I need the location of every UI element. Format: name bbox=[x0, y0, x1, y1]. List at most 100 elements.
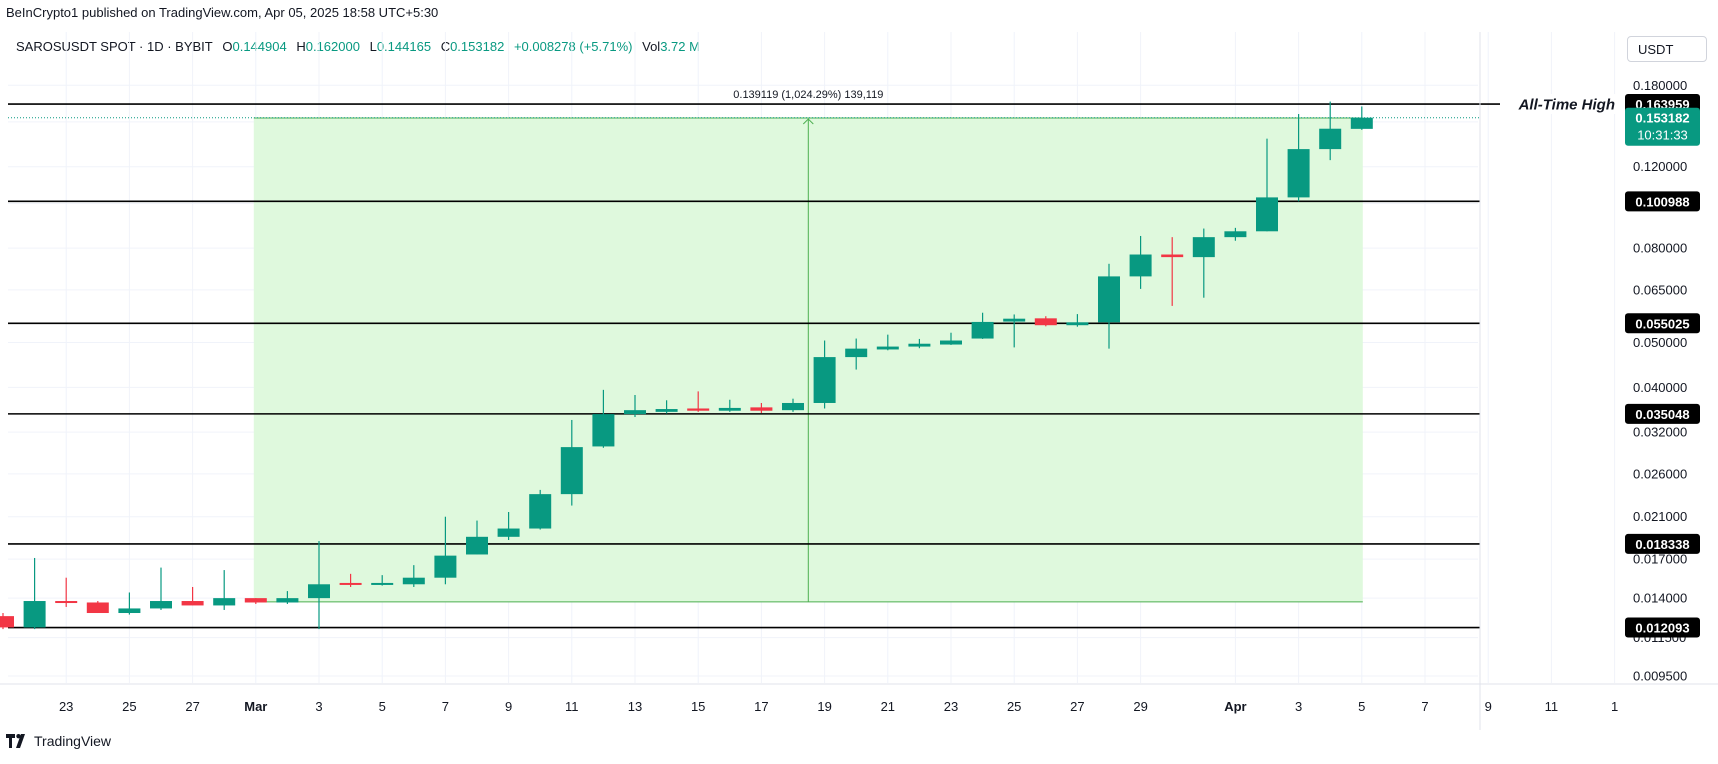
candle[interactable] bbox=[86, 601, 109, 614]
candle[interactable] bbox=[434, 516, 457, 585]
candle-body bbox=[940, 340, 962, 345]
candle[interactable] bbox=[150, 567, 172, 610]
open-label: O bbox=[222, 39, 233, 54]
x-tick-label: 19 bbox=[817, 699, 831, 714]
candle[interactable] bbox=[402, 565, 425, 587]
brand-name: TradingView bbox=[34, 733, 112, 749]
candle[interactable] bbox=[1066, 314, 1089, 327]
candle[interactable] bbox=[940, 332, 962, 345]
candle-body bbox=[560, 447, 583, 495]
candle[interactable] bbox=[308, 541, 330, 630]
tradingview-icon bbox=[6, 734, 25, 748]
y-tick-label: 0.021000 bbox=[1633, 509, 1687, 524]
candle[interactable] bbox=[55, 577, 78, 607]
candle[interactable] bbox=[1192, 228, 1215, 298]
candle-body bbox=[0, 616, 14, 628]
x-tick-label: Apr bbox=[1224, 699, 1246, 714]
y-tick-label: 0.032000 bbox=[1633, 425, 1687, 440]
candle-body bbox=[1224, 231, 1247, 238]
candle-body bbox=[1287, 149, 1310, 198]
candle[interactable] bbox=[339, 573, 362, 587]
candle[interactable] bbox=[971, 312, 994, 339]
candle[interactable] bbox=[1350, 106, 1373, 130]
candle-body bbox=[1066, 322, 1089, 326]
candle[interactable] bbox=[1161, 237, 1184, 306]
level-badge bbox=[1625, 403, 1700, 424]
candle[interactable] bbox=[1224, 227, 1247, 241]
candle-body bbox=[213, 598, 236, 606]
volume-label: Vol bbox=[642, 39, 661, 54]
candle[interactable] bbox=[876, 334, 899, 351]
candle-body bbox=[466, 536, 488, 555]
candle[interactable] bbox=[118, 592, 141, 615]
candle-body bbox=[86, 602, 109, 614]
candle[interactable] bbox=[655, 400, 678, 414]
candle[interactable] bbox=[782, 398, 804, 412]
high-label: H bbox=[296, 39, 306, 54]
x-tick-label: 27 bbox=[185, 699, 199, 714]
candle[interactable] bbox=[497, 511, 520, 541]
candle-body bbox=[150, 601, 172, 609]
candle[interactable] bbox=[750, 402, 773, 413]
symbol-title[interactable]: SAROSUSDT SPOT · 1D · BYBIT bbox=[16, 39, 213, 54]
candle[interactable] bbox=[181, 586, 204, 606]
currency-selector-button[interactable]: USDT bbox=[1627, 36, 1707, 62]
level-badge bbox=[1625, 191, 1700, 212]
candle-body bbox=[402, 577, 425, 585]
candle[interactable] bbox=[1003, 314, 1026, 348]
publisher-attribution: BeInCrypto1 published on TradingView.com… bbox=[6, 5, 439, 20]
price-chart[interactable]: 0.139119 (1,024.29%) 139,119 0.180000 0.1… bbox=[0, 0, 1718, 730]
candle[interactable] bbox=[1319, 101, 1342, 161]
time-axis[interactable]: 23 25 27 Mar 3 5 7 9 11 13 15 17 19 21 23 25 27 29 Apr 3 5 7 9… bbox=[0, 683, 1718, 714]
y-tick-label: 0.009500 bbox=[1633, 669, 1687, 684]
y-tick-label: 0.026000 bbox=[1633, 466, 1687, 481]
candle-body bbox=[339, 582, 362, 585]
tradingview-logo[interactable]: TradingView bbox=[6, 733, 111, 749]
candle[interactable] bbox=[371, 575, 394, 586]
candle[interactable] bbox=[1098, 263, 1120, 349]
candle-body bbox=[23, 601, 46, 628]
candle[interactable] bbox=[687, 391, 710, 412]
candle-body bbox=[244, 598, 267, 603]
candle[interactable] bbox=[1034, 316, 1057, 327]
close-value: 0.153182 bbox=[450, 39, 505, 54]
candle-body bbox=[876, 346, 899, 350]
candle[interactable] bbox=[560, 419, 583, 506]
candle[interactable] bbox=[529, 489, 552, 530]
candle[interactable] bbox=[1256, 138, 1278, 232]
candle-body bbox=[718, 407, 741, 411]
candle[interactable] bbox=[276, 591, 299, 604]
candle[interactable] bbox=[1129, 235, 1152, 289]
x-tick-label: 5 bbox=[379, 699, 386, 714]
candle[interactable] bbox=[908, 338, 931, 349]
candle-body bbox=[1003, 318, 1026, 322]
low-value: 0.144165 bbox=[376, 39, 432, 54]
candle-body bbox=[782, 402, 804, 411]
x-tick-label: 29 bbox=[1133, 699, 1147, 714]
candle[interactable] bbox=[718, 399, 741, 412]
x-tick-label: 3 bbox=[315, 699, 322, 714]
level-badge bbox=[1625, 313, 1700, 334]
candle[interactable] bbox=[0, 613, 14, 630]
candle[interactable] bbox=[813, 340, 836, 409]
y-tick-label: 0.050000 bbox=[1633, 335, 1687, 350]
candle[interactable] bbox=[244, 598, 267, 604]
candle-body bbox=[1192, 237, 1215, 258]
candle[interactable] bbox=[624, 395, 646, 418]
y-tick-label: 0.017000 bbox=[1633, 552, 1687, 567]
level-badge-text: 0.012093 bbox=[1635, 621, 1689, 636]
x-tick-label: 11 bbox=[565, 699, 579, 714]
candle-body bbox=[434, 555, 457, 578]
y-tick-label: 0.080000 bbox=[1633, 241, 1687, 256]
candle[interactable] bbox=[213, 570, 236, 610]
x-tick-label: 9 bbox=[505, 699, 512, 714]
candle-body bbox=[1098, 276, 1120, 323]
ath-label-bg bbox=[1500, 94, 1618, 115]
candle[interactable] bbox=[845, 338, 868, 370]
candle[interactable] bbox=[592, 389, 615, 448]
candle-body bbox=[1161, 254, 1184, 258]
candle[interactable] bbox=[1287, 114, 1310, 202]
candle[interactable] bbox=[466, 520, 488, 555]
candle[interactable] bbox=[23, 557, 46, 630]
level-badge bbox=[1625, 533, 1700, 554]
